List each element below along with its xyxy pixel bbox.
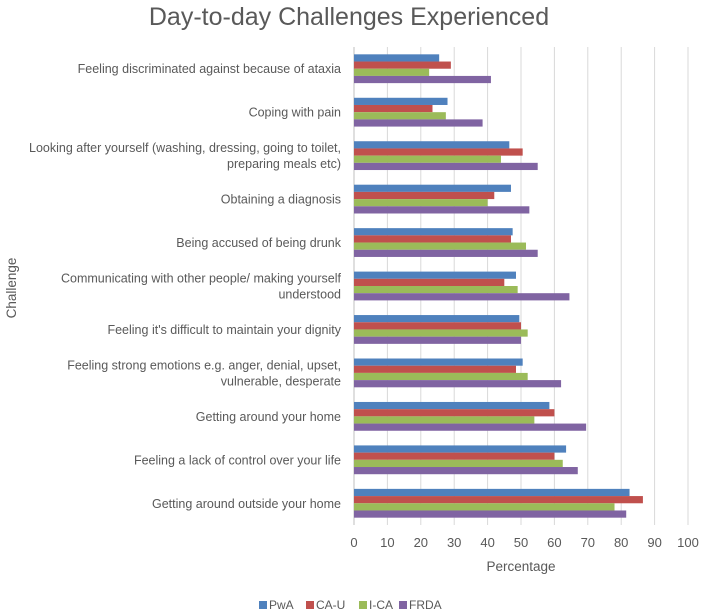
bar-frda-8 <box>354 423 587 431</box>
legend-label-pwa: PwA <box>269 598 294 612</box>
x-tick-label: 100 <box>677 535 699 550</box>
category-label: Communicating with other people/ making … <box>61 272 342 286</box>
bar-i-ca-9 <box>354 459 563 468</box>
chart-title: Day-to-day Challenges Experienced <box>149 3 549 31</box>
bar-frda-2 <box>354 162 538 171</box>
bar-frda-5 <box>354 293 570 301</box>
bar-ca-u-1 <box>354 104 433 113</box>
bar-pwa-10 <box>354 488 630 497</box>
legend-label-ca-u: CA-U <box>316 598 345 612</box>
category-label: Coping with pain <box>249 106 341 120</box>
legend-label-frda: FRDA <box>409 598 442 612</box>
x-tick-label: 20 <box>414 535 428 550</box>
bar-ca-u-6 <box>354 322 521 330</box>
bar-pwa-9 <box>354 445 567 453</box>
bar-i-ca-10 <box>354 503 615 511</box>
category-label: Feeling discriminated against because of… <box>78 62 341 76</box>
x-tick-label: 50 <box>514 535 528 550</box>
bar-pwa-2 <box>354 141 510 149</box>
legend: PwA CA-U I-CA FRDA <box>259 598 442 612</box>
tick-labels: 0 10 20 30 40 50 60 70 80 90 100 <box>350 535 698 550</box>
bar-i-ca-1 <box>354 112 446 120</box>
bar-frda-3 <box>354 206 530 214</box>
x-tick-label: 70 <box>581 535 595 550</box>
bar-pwa-4 <box>354 228 513 236</box>
x-tick-label: 90 <box>647 535 661 550</box>
bar-i-ca-4 <box>354 242 527 250</box>
category-label: preparing meals etc) <box>227 157 341 171</box>
bar-frda-4 <box>354 249 538 257</box>
bar-frda-10 <box>354 510 627 518</box>
category-label: Feeling strong emotions e.g. anger, deni… <box>67 358 341 372</box>
x-tick-label: 40 <box>480 535 494 550</box>
bar-pwa-5 <box>354 271 516 279</box>
category-label: Feeling a lack of control over your life <box>134 453 341 467</box>
x-tick-label: 60 <box>547 535 561 550</box>
category-label: Looking after yourself (washing, dressin… <box>29 141 341 155</box>
bar-i-ca-6 <box>354 329 528 337</box>
legend-swatch-pwa <box>259 601 267 609</box>
bar-ca-u-2 <box>354 148 523 156</box>
bars <box>354 54 643 518</box>
bar-ca-u-4 <box>354 235 511 243</box>
bar-pwa-3 <box>354 184 511 192</box>
bar-ca-u-5 <box>354 278 505 286</box>
legend-swatch-frda <box>399 601 407 609</box>
bar-ca-u-0 <box>354 61 451 69</box>
category-label: vulnerable, desperate <box>221 374 341 388</box>
bar-frda-1 <box>354 119 483 127</box>
bar-pwa-0 <box>354 54 440 62</box>
category-label: Being accused of being drunk <box>176 236 341 250</box>
category-label: Obtaining a diagnosis <box>221 193 341 207</box>
legend-swatch-i-ca <box>359 601 367 609</box>
x-tick-label: 30 <box>447 535 461 550</box>
bar-frda-7 <box>354 380 562 388</box>
bar-i-ca-0 <box>354 68 430 76</box>
bar-ca-u-10 <box>354 496 643 504</box>
category-label: Getting around outside your home <box>152 497 341 511</box>
bar-pwa-8 <box>354 401 550 410</box>
legend-swatch-ca-u <box>306 601 314 609</box>
category-label: Feeling it's difficult to maintain your … <box>107 323 341 337</box>
x-tick-label: 80 <box>614 535 628 550</box>
bar-pwa-7 <box>354 358 523 366</box>
legend-label-i-ca: I-CA <box>369 598 393 612</box>
bar-i-ca-7 <box>354 372 528 381</box>
bar-pwa-1 <box>354 97 448 105</box>
bar-i-ca-5 <box>354 286 518 294</box>
bar-frda-6 <box>354 336 521 344</box>
bar-i-ca-2 <box>354 155 501 163</box>
bar-ca-u-9 <box>354 452 555 460</box>
x-axis-title: Percentage <box>486 559 555 574</box>
category-label: Getting around your home <box>196 410 341 424</box>
category-label: understood <box>278 288 341 302</box>
bar-ca-u-8 <box>354 409 555 417</box>
bar-i-ca-8 <box>354 416 535 424</box>
bar-ca-u-7 <box>354 365 516 373</box>
category-labels: Feeling discriminated against because of… <box>29 62 342 511</box>
x-tick-label: 10 <box>380 535 394 550</box>
bar-pwa-6 <box>354 315 520 323</box>
y-axis-title: Challenge <box>4 258 19 319</box>
bar-frda-9 <box>354 467 578 475</box>
bar-frda-0 <box>354 75 491 84</box>
bar-i-ca-3 <box>354 199 488 207</box>
bar-ca-u-3 <box>354 191 495 200</box>
x-tick-label: 0 <box>350 535 357 550</box>
